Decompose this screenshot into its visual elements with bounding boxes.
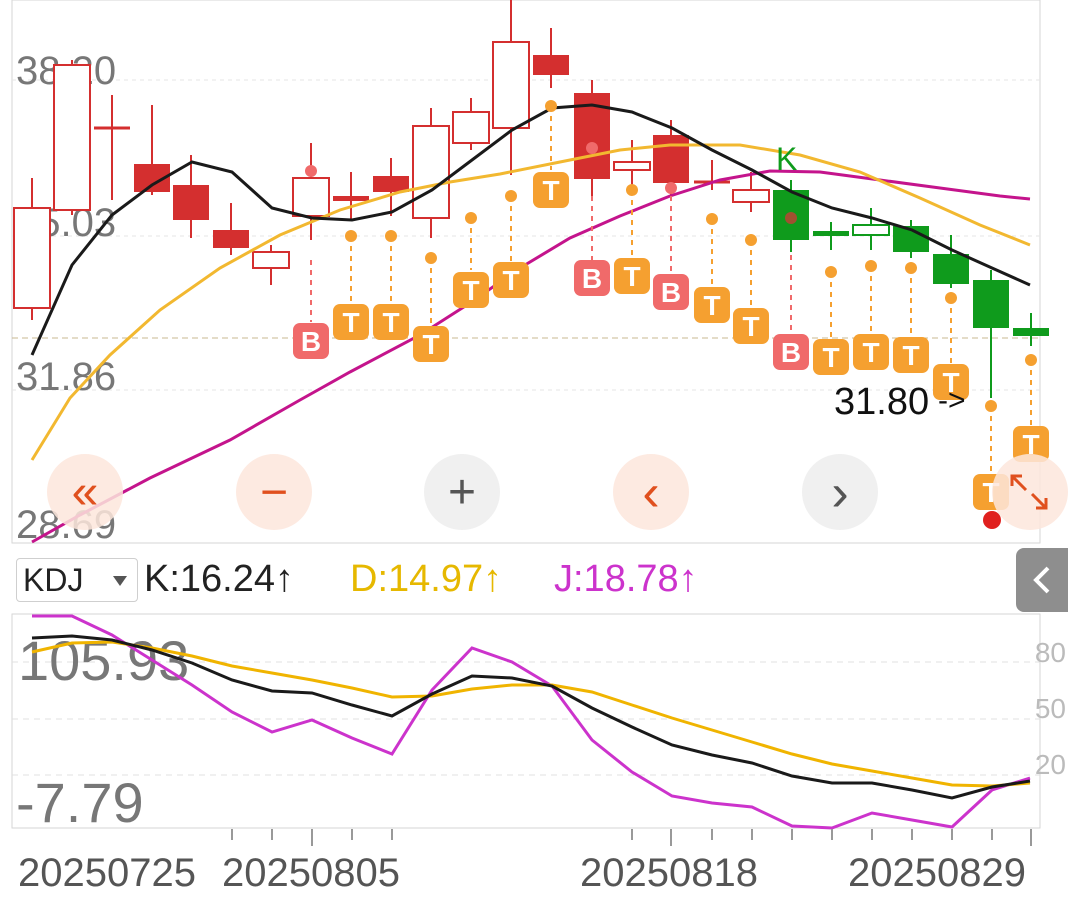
next-button[interactable]: ›: [802, 454, 878, 530]
date-label-4: 20250829: [848, 851, 1026, 895]
svg-text:B: B: [582, 263, 602, 294]
price-marker: 31.80: [834, 381, 929, 423]
indicator-header: KDJ K:16.24↑ D:14.97↑ J:18.78↑: [0, 548, 1080, 612]
chevron-left-icon: [1033, 566, 1050, 594]
svg-text:T: T: [822, 342, 839, 373]
zoom-in-button[interactable]: +: [424, 454, 500, 530]
kdj-panel[interactable]: [11, 613, 1041, 829]
svg-text:T: T: [502, 265, 519, 296]
date-axis: [231, 829, 1032, 846]
svg-text:T: T: [703, 290, 720, 321]
t-badge: T: [893, 337, 929, 373]
signal-stems: [310, 106, 1032, 475]
kdj-tick-50: 50: [1035, 693, 1066, 724]
t-badge: T: [853, 334, 889, 370]
chevron-down-icon: [113, 576, 127, 586]
svg-text:T: T: [862, 337, 879, 368]
svg-text:T: T: [542, 175, 559, 206]
svg-text:«: «: [72, 466, 99, 519]
date-label-3: 20250818: [580, 851, 758, 895]
j-value-label: J:18.78↑: [554, 558, 698, 600]
kdj-k-line: [31, 634, 1031, 800]
svg-text:›: ›: [831, 464, 848, 522]
svg-text:B: B: [781, 337, 801, 368]
t-badge: T: [813, 339, 849, 375]
expand-icon: [1010, 474, 1048, 510]
svg-text:B: B: [301, 326, 321, 357]
t-badge: T: [733, 308, 769, 344]
kdj-axis-min: -7.79: [16, 771, 144, 834]
svg-text:T: T: [902, 340, 919, 371]
k-value-label: K:16.24↑: [144, 558, 294, 600]
b-badge: B: [293, 323, 329, 359]
kdj-tick-80: 80: [1035, 637, 1066, 668]
trade-badges[interactable]: B T T T T T T B T B T T B T T T T T T: [293, 172, 1049, 510]
price-label-3: 31.86: [16, 355, 116, 399]
date-label-2: 20250805: [222, 851, 400, 895]
svg-text:T: T: [422, 329, 439, 360]
t-badge: T: [493, 262, 529, 298]
prev-button[interactable]: ‹: [613, 454, 689, 530]
svg-text:T: T: [623, 261, 640, 292]
svg-text:T: T: [382, 307, 399, 338]
expand-button[interactable]: [992, 454, 1068, 530]
indicator-selector[interactable]: KDJ: [16, 558, 138, 602]
k-marker: K: [776, 141, 797, 177]
svg-text:T: T: [942, 367, 959, 398]
svg-text:B: B: [661, 277, 681, 308]
kdj-d-line: [31, 640, 1031, 788]
t-badge: T: [1013, 426, 1049, 462]
b-badge: B: [773, 334, 809, 370]
price-marker-arrow: ->: [938, 384, 966, 417]
t-badge: T: [373, 304, 409, 340]
kdj-j-line: [32, 614, 1031, 830]
t-badge: T: [413, 326, 449, 362]
zoom-out-button[interactable]: −: [236, 454, 312, 530]
svg-text:+: +: [448, 466, 476, 519]
t-badge: T: [533, 172, 569, 208]
d-value-label: D:14.97↑: [350, 558, 503, 600]
ma-yellow-line: [30, 143, 1031, 461]
signal-dots: [305, 100, 1037, 529]
svg-text:T: T: [342, 307, 359, 338]
t-badge: T: [614, 258, 650, 294]
b-badge: B: [653, 274, 689, 310]
ma-black-line: [30, 103, 1031, 356]
candlesticks: [13, 0, 1049, 398]
rewind-button[interactable]: «: [47, 454, 123, 530]
svg-text:T: T: [1022, 429, 1039, 460]
kdj-tick-20: 20: [1035, 749, 1066, 780]
t-badge: T: [694, 287, 730, 323]
t-badge: T: [453, 272, 489, 308]
t-badge: T: [933, 364, 969, 400]
t-badge: T: [333, 304, 369, 340]
b-badge: B: [574, 260, 610, 296]
svg-text:T: T: [742, 311, 759, 342]
collapse-panel-button[interactable]: [1016, 548, 1068, 612]
svg-text:−: −: [260, 466, 288, 519]
date-label-1: 20250725: [18, 851, 196, 895]
svg-text:T: T: [462, 275, 479, 306]
indicator-selected-label: KDJ: [23, 562, 84, 598]
svg-text:‹: ‹: [642, 464, 659, 522]
